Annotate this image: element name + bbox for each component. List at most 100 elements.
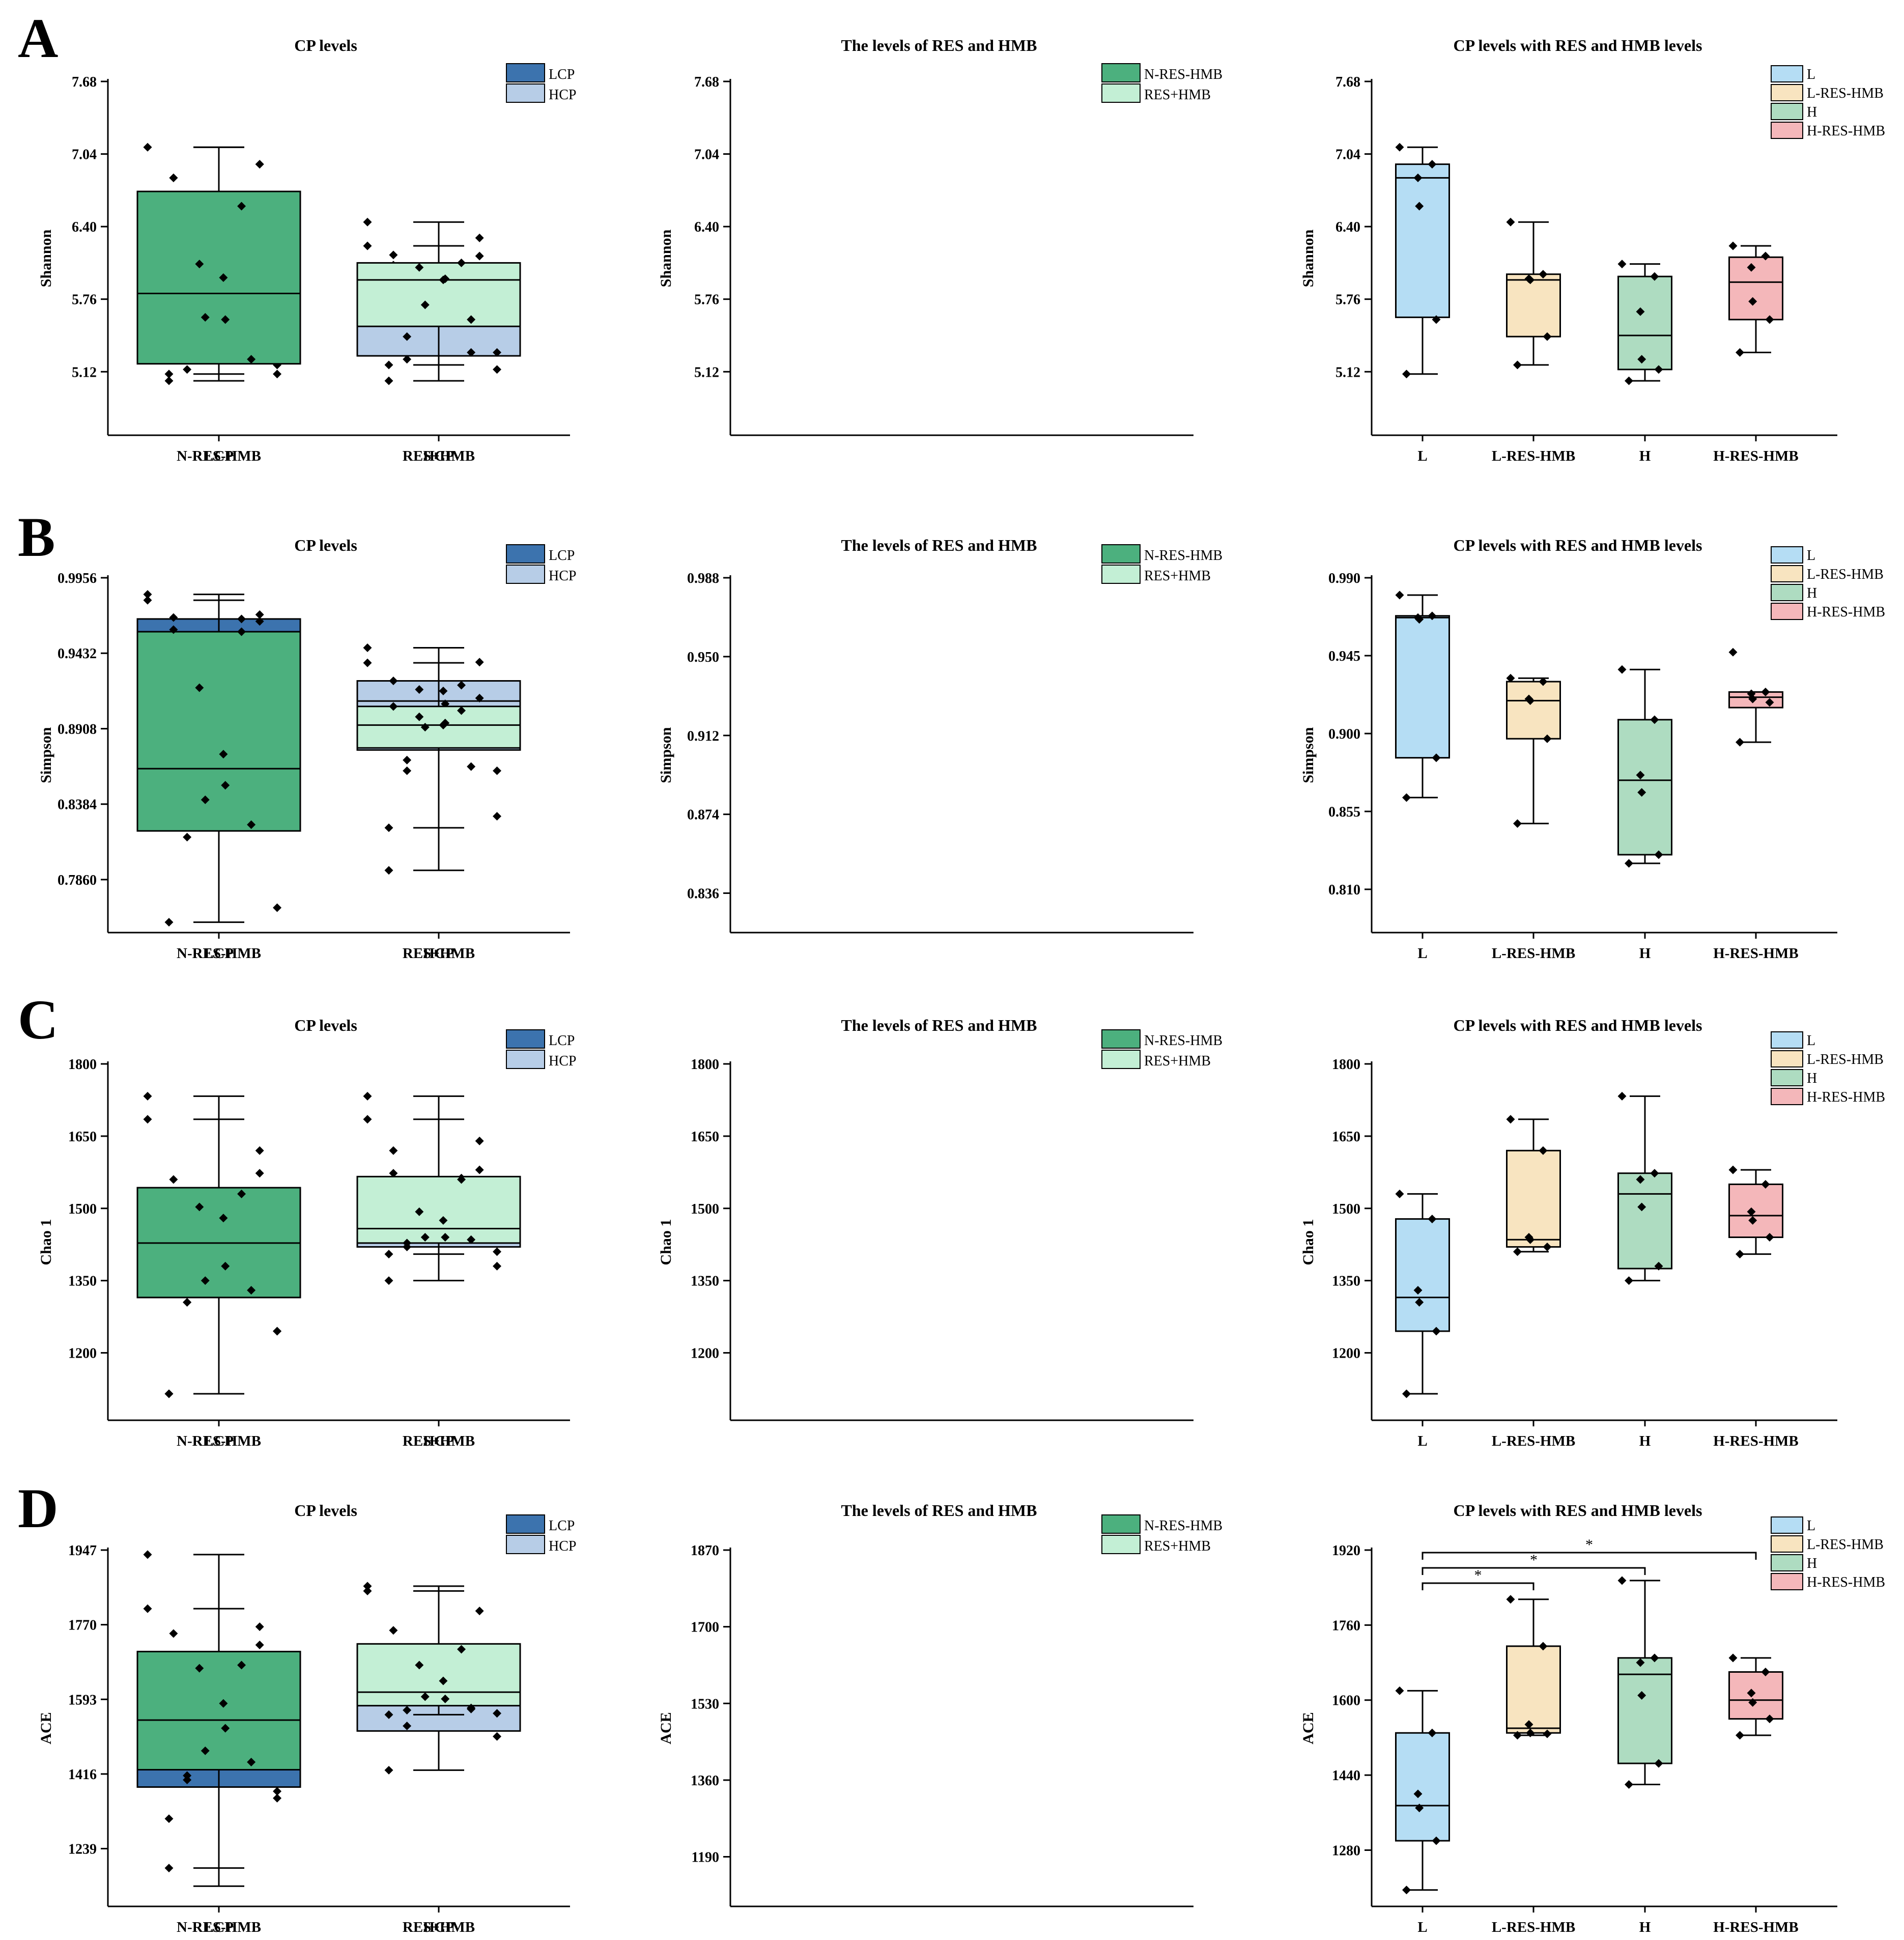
data-point	[1617, 260, 1627, 269]
data-point	[1432, 1327, 1441, 1336]
subplot-title: CP levels with RES and HMB levels	[1454, 36, 1702, 54]
box-H: H	[1617, 1091, 1672, 1449]
data-point	[1526, 1235, 1535, 1244]
subplot-title: The levels of RES and HMB	[841, 536, 1037, 554]
legend-label: L-RES-HMB	[1807, 1052, 1884, 1067]
data-point	[384, 823, 393, 832]
box-body	[1506, 1149, 1561, 1248]
box-RES+HMB: RES+HMB	[356, 658, 521, 962]
box-body	[136, 190, 301, 365]
data-point	[1654, 365, 1663, 374]
data-point	[143, 1550, 152, 1559]
data-point	[1617, 665, 1627, 674]
data-point	[273, 1793, 282, 1803]
legend: LCP HCP	[506, 63, 576, 103]
data-point	[1395, 591, 1404, 600]
data-point	[1402, 1389, 1411, 1398]
y-tick-label: 0.836	[687, 886, 719, 902]
box-H-RES-HMB: H-RES-HMB	[1713, 1165, 1799, 1449]
box-body	[1395, 615, 1450, 759]
x-tick-label: H	[1639, 1919, 1651, 1935]
box-H: H	[1617, 260, 1672, 464]
data-point	[164, 918, 174, 927]
legend-swatch	[1101, 1514, 1141, 1534]
x-tick-label: HCP	[423, 448, 454, 464]
legend-swatch	[1771, 1535, 1803, 1553]
box-body	[356, 1643, 521, 1707]
data-point	[1765, 698, 1774, 707]
y-tick-label: 7.68	[72, 74, 97, 90]
legend-label: RES+HMB	[1144, 87, 1211, 103]
legend-swatch	[1101, 83, 1141, 103]
data-point	[1415, 1298, 1424, 1307]
x-tick-label: L	[1417, 945, 1427, 962]
box-RES+HMB: RES+HMB	[356, 217, 521, 464]
data-point	[1736, 1250, 1744, 1259]
significance-bracket	[1422, 1567, 1646, 1575]
x-tick-label: N-RES-HMB	[177, 1433, 261, 1449]
data-point	[1748, 1216, 1757, 1225]
y-tick-label: 1200	[1332, 1346, 1360, 1362]
data-point	[1765, 315, 1774, 324]
data-point	[493, 1709, 502, 1718]
x-tick-label: H	[1639, 945, 1651, 962]
subplot-A-comb: CP levels with RES and HMB levels 7.68 7.0…	[1300, 36, 1885, 464]
data-point	[363, 658, 372, 667]
data-point	[441, 274, 450, 284]
data-point	[389, 1169, 398, 1178]
legend-label: LCP	[549, 1033, 575, 1049]
legend-swatch	[1101, 544, 1141, 564]
data-point	[403, 1721, 412, 1730]
legend-label: H-RES-HMB	[1807, 604, 1885, 620]
legend-label: L	[1807, 1033, 1815, 1049]
subplot-title: CP levels	[294, 1501, 357, 1520]
box-body	[1617, 1657, 1672, 1764]
legend-label: H	[1807, 104, 1817, 120]
y-tick-label: 1770	[68, 1618, 97, 1634]
subplot-title: CP levels with RES and HMB levels	[1454, 1016, 1702, 1034]
y-tick-label: 1416	[68, 1767, 97, 1783]
y-tick-label: 5.12	[72, 364, 97, 380]
data-point	[1513, 819, 1522, 828]
legend-swatch	[506, 544, 545, 564]
subplot-B-comb: CP levels with RES and HMB levels 0.990 0.…	[1300, 536, 1885, 962]
data-point	[363, 1091, 372, 1101]
legend-swatch	[1771, 103, 1803, 120]
subplot-title: CP levels with RES and HMB levels	[1454, 1501, 1702, 1520]
subplot-C-comb: CP levels with RES and HMB levels 1800 165…	[1300, 1016, 1885, 1449]
x-tick-label: LCP	[204, 448, 234, 464]
x-tick-label: L	[1417, 1433, 1427, 1449]
x-tick-label: H-RES-HMB	[1713, 1433, 1799, 1449]
data-point	[363, 1586, 372, 1595]
legend-label: RES+HMB	[1144, 1053, 1211, 1069]
data-point	[457, 1175, 466, 1184]
box-body	[356, 262, 521, 327]
data-point	[403, 1239, 412, 1248]
y-axis-label: Shannon	[38, 229, 54, 287]
legend-label: L	[1807, 1518, 1815, 1534]
legend-label: H	[1807, 1556, 1817, 1571]
panel-B: B CP levels 0.9956 0.9432 0.8908 0.8384 0.7860…	[18, 506, 1885, 962]
x-tick-label: H-RES-HMB	[1713, 448, 1799, 464]
subplot-A-res: The levels of RES and HMB 7.68 7.04 6.40 5.7…	[136, 36, 1223, 464]
data-point	[164, 1389, 174, 1398]
y-tick-label: 0.8908	[58, 721, 97, 737]
significance-label: *	[1530, 1552, 1538, 1568]
legend-swatch	[506, 1514, 545, 1534]
y-tick-label: 0.8384	[58, 797, 97, 813]
box-L-RES-HMB: L-RES-HMB	[1492, 1115, 1575, 1449]
y-tick-label: 1200	[691, 1346, 719, 1362]
y-axis-label: Simpson	[1300, 727, 1317, 783]
data-point	[1636, 307, 1645, 316]
data-point	[169, 1629, 178, 1638]
data-point	[1402, 793, 1411, 802]
x-tick-label: LCP	[204, 945, 234, 962]
box-body	[1506, 681, 1561, 740]
data-point	[493, 1247, 502, 1256]
subplot-title: CP levels with RES and HMB levels	[1454, 536, 1702, 554]
box-L: L	[1395, 1686, 1450, 1935]
data-point	[384, 1250, 393, 1259]
y-tick-label: 5.76	[694, 292, 719, 308]
data-point	[1636, 1658, 1645, 1667]
y-tick-label: 1800	[691, 1057, 719, 1073]
